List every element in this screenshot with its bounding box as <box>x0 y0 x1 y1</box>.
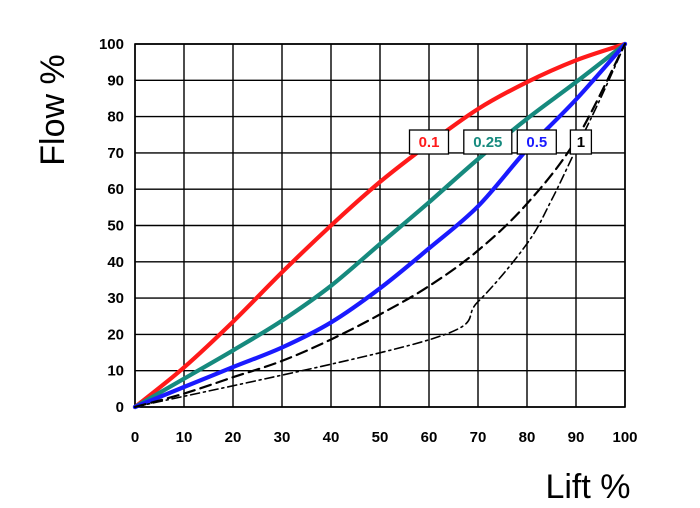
curve-label-box <box>516 129 557 155</box>
y-tick-label: 20 <box>107 326 124 343</box>
x-tick-label: 30 <box>274 429 291 446</box>
y-tick-label: 70 <box>107 145 124 162</box>
y-tick-label: 30 <box>107 290 124 307</box>
x-tick-label: 0 <box>131 429 139 446</box>
curve-label-box <box>569 129 593 155</box>
x-tick-label: 10 <box>176 429 193 446</box>
series-line-0-1 <box>132 41 628 410</box>
series-line-dashdot <box>134 43 626 408</box>
curve-label-box <box>408 129 450 155</box>
x-tick-label: 100 <box>612 429 637 446</box>
x-tick-label: 60 <box>421 429 438 446</box>
y-tick-label: 10 <box>107 363 124 380</box>
curve-label-box <box>463 129 513 155</box>
y-tick-label: 100 <box>99 36 124 53</box>
x-tick-label: 40 <box>323 429 340 446</box>
curve-label-text: 0.1 <box>419 134 440 151</box>
y-tick-label: 60 <box>107 181 124 198</box>
y-tick-label: 0 <box>116 399 124 416</box>
grid <box>134 43 626 408</box>
curves <box>132 41 628 410</box>
x-tick-labels: 0 10 20 30 40 50 60 70 80 90 100 <box>131 429 638 446</box>
y-tick-label: 40 <box>107 254 124 271</box>
y-axis-title: Flow % <box>34 54 72 165</box>
curve-label-text: 0.25 <box>473 134 502 151</box>
x-tick-label: 50 <box>372 429 389 446</box>
y-tick-labels: 0 10 20 30 40 50 60 70 80 90 100 <box>99 36 124 416</box>
x-tick-label: 20 <box>225 429 242 446</box>
y-tick-label: 90 <box>107 72 124 89</box>
series-line-0-25 <box>132 41 628 410</box>
y-tick-label: 50 <box>107 218 124 235</box>
x-tick-label: 80 <box>519 429 536 446</box>
plot-frame <box>134 43 626 408</box>
curve-label-text: 1 <box>577 134 585 151</box>
series-line-1 <box>133 42 627 409</box>
y-tick-label: 80 <box>107 109 124 126</box>
curve-labels: 0.1 0.25 0.5 1 <box>408 129 593 155</box>
series-line-0-5 <box>132 41 628 410</box>
x-tick-label: 70 <box>470 429 487 446</box>
curve-label-text: 0.5 <box>526 134 547 151</box>
x-axis-title: Lift % <box>545 468 630 506</box>
x-tick-label: 90 <box>568 429 585 446</box>
